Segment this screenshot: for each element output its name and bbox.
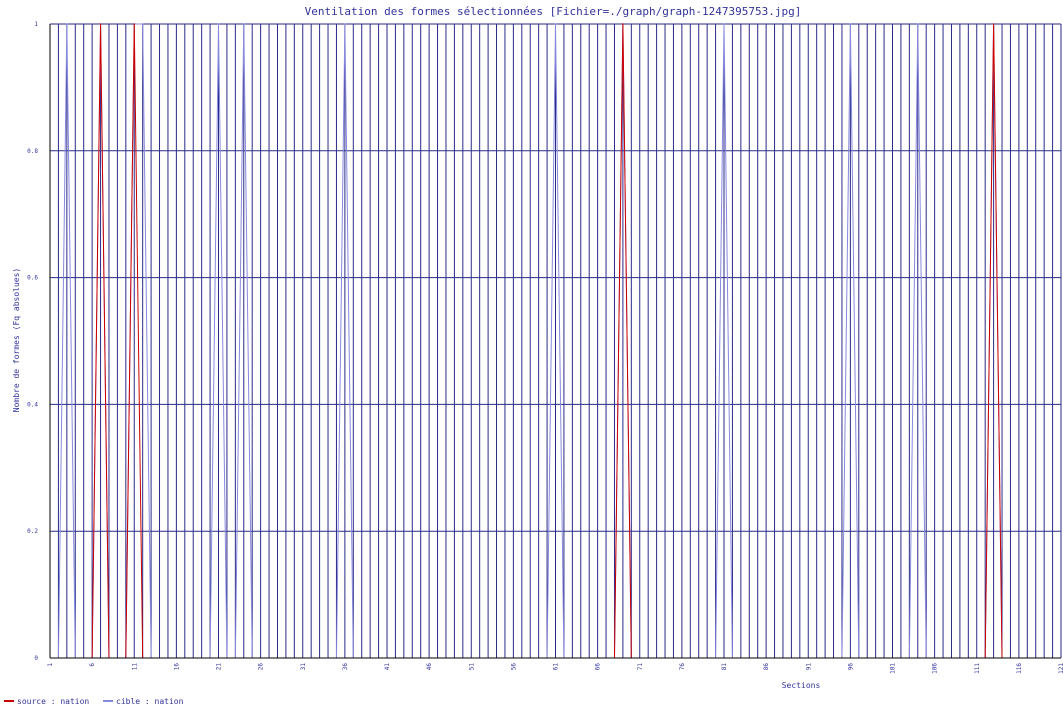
chart-title: Ventilation des formes sélectionnées [Fi… [305, 5, 802, 18]
x-tick-label: 56 [510, 663, 517, 671]
x-tick-label: 46 [426, 663, 433, 671]
x-tick-label: 96 [847, 663, 854, 671]
y-axis-label: Nombre de formes (Fq absolues) [12, 268, 21, 413]
x-axis-label: Sections [782, 681, 821, 690]
x-tick-label: 11 [131, 663, 138, 671]
data-point [992, 23, 995, 25]
x-tick-label: 121 [1058, 663, 1063, 674]
x-tick-label: 71 [637, 663, 644, 671]
data-point [344, 23, 346, 25]
data-point [849, 23, 852, 25]
x-tick-label: 41 [384, 663, 391, 671]
data-point [99, 23, 102, 25]
axes: 00.20.40.60.811 6 11 16 21 26 31 36 41 46 51 56 61 66… [27, 21, 1063, 674]
x-tick-label: 26 [258, 663, 265, 671]
legend-label: source : nation [17, 697, 89, 706]
data-point [242, 23, 245, 25]
x-tick-label: 66 [595, 663, 602, 671]
x-tick-label: 6 [89, 663, 96, 667]
data-point [66, 23, 68, 25]
y-tick-label: 0.6 [27, 275, 38, 282]
x-tick-label: 16 [173, 663, 180, 671]
x-tick-label: 61 [553, 663, 560, 671]
x-tick-label: 31 [300, 663, 307, 671]
x-tick-label: 1 [47, 663, 54, 667]
data-point [141, 23, 144, 25]
data-point [133, 23, 136, 25]
data-point [723, 23, 725, 25]
x-tick-label: 106 [932, 663, 939, 674]
x-tick-label: 91 [805, 663, 812, 671]
data-point [217, 23, 220, 25]
data-point [916, 23, 919, 25]
x-tick-label: 81 [721, 663, 728, 671]
x-tick-label: 51 [468, 663, 475, 671]
x-tick-label: 21 [216, 663, 223, 671]
y-tick-label: 1 [34, 21, 38, 28]
y-tick-label: 0.4 [27, 401, 38, 408]
y-tick-label: 0 [34, 655, 38, 662]
data-point [622, 23, 624, 25]
x-tick-label: 76 [679, 663, 686, 671]
x-tick-label: 86 [763, 663, 770, 671]
x-tick-label: 101 [890, 663, 897, 674]
legend-label: cible : nation [116, 697, 184, 706]
x-tick-label: 116 [1016, 663, 1023, 674]
y-tick-label: 0.2 [27, 528, 38, 535]
grid [49, 23, 1062, 659]
x-tick-label: 36 [342, 663, 349, 671]
legend: source : nation cible : nation [4, 697, 184, 706]
x-tick-label: 111 [974, 663, 981, 674]
data-point [554, 23, 557, 25]
y-tick-label: 0.8 [27, 148, 38, 155]
